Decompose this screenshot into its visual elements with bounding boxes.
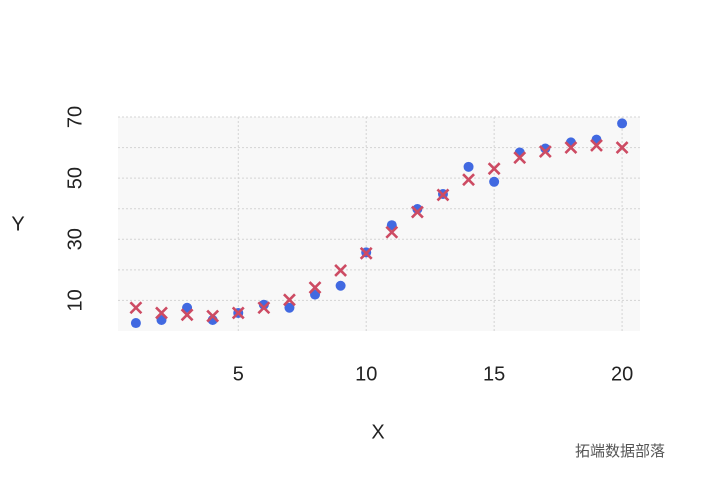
- point: [206, 309, 220, 323]
- watermark: 拓端数据部落: [575, 443, 665, 460]
- point: [308, 281, 322, 295]
- point: [462, 173, 475, 187]
- point: [564, 141, 578, 154]
- point: [130, 318, 141, 329]
- point: [180, 308, 194, 322]
- point: [182, 302, 193, 313]
- point: [513, 151, 527, 165]
- point: [258, 299, 269, 310]
- point: [359, 246, 373, 260]
- point: [615, 141, 629, 154]
- point: [412, 204, 423, 215]
- point: [334, 264, 348, 277]
- y-tick-label: 10: [64, 289, 86, 311]
- point: [410, 205, 424, 219]
- point: [540, 143, 551, 154]
- point: [257, 301, 271, 315]
- plot-panel: [118, 117, 640, 331]
- point: [463, 161, 474, 172]
- point: [283, 293, 296, 307]
- x-tick-label: 20: [611, 363, 633, 385]
- point: [284, 302, 295, 313]
- point: [617, 118, 628, 129]
- point: [156, 314, 167, 325]
- x-axis-title: X: [371, 421, 384, 443]
- y-tick-label: 70: [64, 106, 86, 128]
- point: [436, 188, 450, 202]
- point: [487, 162, 501, 176]
- point: [538, 145, 552, 158]
- x-tick-label: 10: [355, 363, 377, 385]
- y-tick-label: 30: [64, 228, 86, 250]
- point: [129, 301, 143, 315]
- point: [335, 280, 346, 291]
- point: [155, 306, 168, 320]
- point: [590, 139, 603, 152]
- y-axis-title: Y: [11, 213, 24, 235]
- x-tick-label: 15: [483, 363, 505, 385]
- point: [386, 220, 397, 231]
- point: [231, 306, 245, 320]
- point: [310, 289, 321, 300]
- y-tick-label: 50: [64, 167, 86, 189]
- point: [489, 176, 500, 187]
- x-tick-label: 5: [233, 363, 244, 385]
- point: [385, 225, 399, 239]
